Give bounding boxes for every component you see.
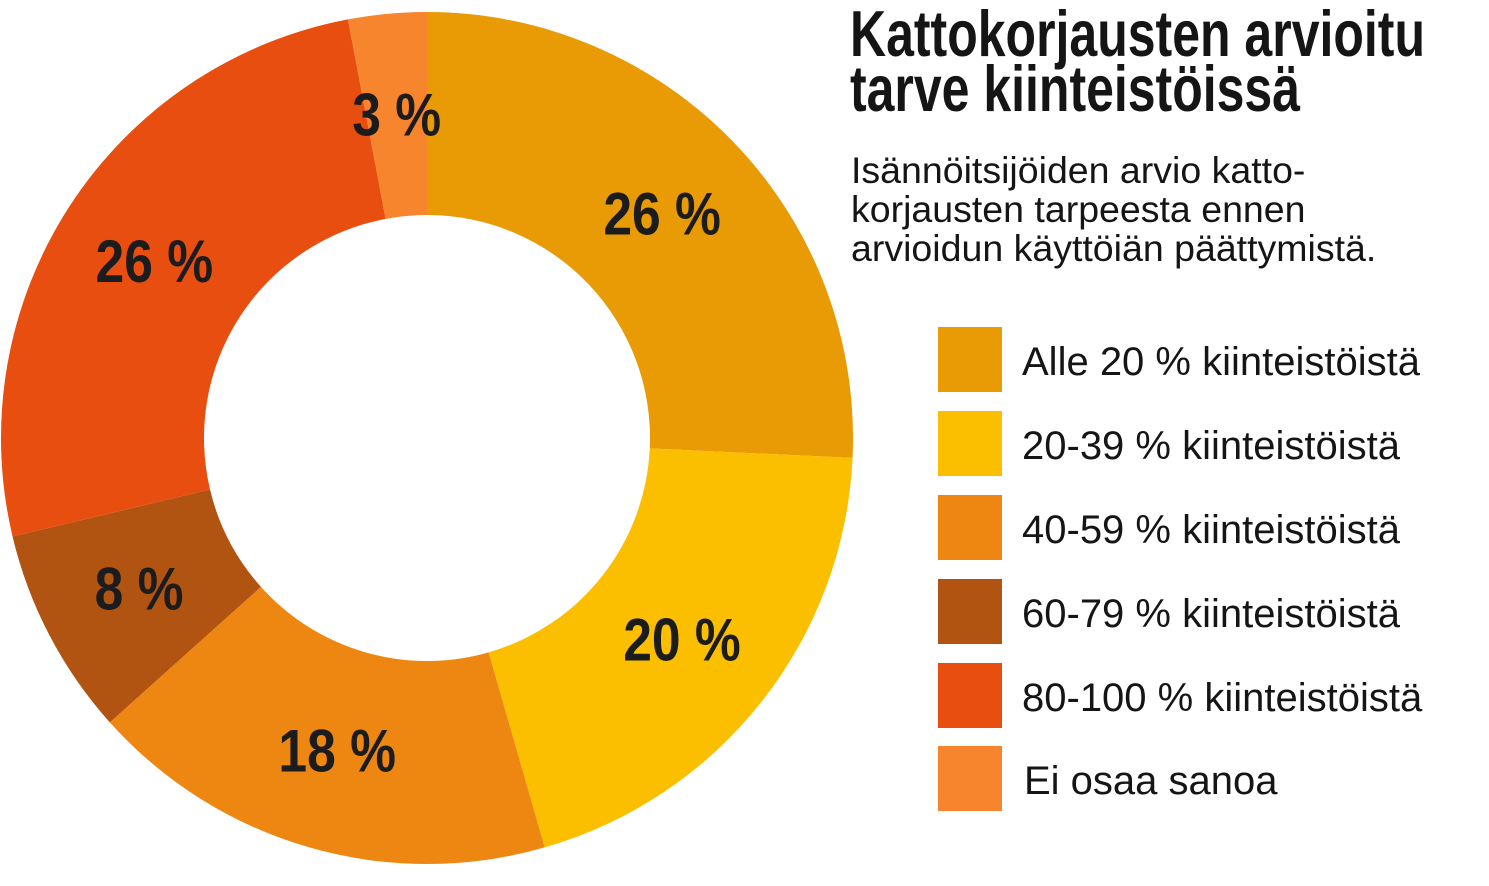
legend-item-80-100: 80-100 % kiinteistöistä xyxy=(938,663,1423,728)
slice-40-59 xyxy=(109,586,545,865)
legend-swatch-20-39 xyxy=(938,411,1002,476)
legend-item-40-59: 40-59 % kiinteistöistä xyxy=(938,495,1401,560)
slice-20-39 xyxy=(488,448,853,848)
legend-label-ei-osaa-sanoa: Ei osaa sanoa xyxy=(1024,759,1278,803)
chart-subtitle-line-2: korjausten tarpeesta ennen xyxy=(851,188,1306,230)
data-label-40-59: 18 % xyxy=(278,717,396,785)
slice-80-100 xyxy=(1,19,386,537)
slice-60-79 xyxy=(12,489,261,723)
legend-label-60-79: 60-79 % kiinteistöistä xyxy=(1022,592,1401,636)
legend-swatch-80-100 xyxy=(938,663,1002,728)
legend-item-20-39: 20-39 % kiinteistöistä xyxy=(938,411,1401,476)
legend-label-20-39: 20-39 % kiinteistöistä xyxy=(1022,424,1401,468)
legend-swatch-alle-20 xyxy=(938,327,1002,392)
chart-title-line-1: Kattokorjausten arvioitu xyxy=(850,0,1425,70)
data-label-ei-osaa-sanoa: 3 % xyxy=(352,81,441,149)
donut-chart xyxy=(1,12,854,865)
legend-label-80-100: 80-100 % kiinteistöistä xyxy=(1022,676,1423,720)
chart-title: Kattokorjausten arvioitu tarve kiinteist… xyxy=(850,0,1425,125)
data-label-80-100: 26 % xyxy=(96,227,214,295)
chart-subtitle: Isännöitsijöiden arvio katto- korjausten… xyxy=(851,149,1376,269)
chart-title-line-2: tarve kiinteistöissä xyxy=(850,52,1301,125)
legend-swatch-ei-osaa-sanoa xyxy=(938,746,1002,811)
data-label-alle-20: 26 % xyxy=(603,180,721,248)
chart-subtitle-line-3: arvioidun käyttöiän päättymistä. xyxy=(851,227,1376,269)
data-label-60-79: 8 % xyxy=(95,555,184,623)
slice-alle-20 xyxy=(427,12,854,458)
chart-subtitle-line-1: Isännöitsijöiden arvio katto- xyxy=(851,149,1305,191)
legend: Alle 20 % kiinteistöistä 20-39 % kiintei… xyxy=(938,327,1423,811)
legend-item-alle-20: Alle 20 % kiinteistöistä xyxy=(938,327,1421,392)
legend-label-alle-20: Alle 20 % kiinteistöistä xyxy=(1022,340,1421,384)
legend-swatch-40-59 xyxy=(938,495,1002,560)
legend-item-ei-osaa-sanoa: Ei osaa sanoa xyxy=(938,746,1278,811)
legend-label-40-59: 40-59 % kiinteistöistä xyxy=(1022,508,1401,552)
legend-swatch-60-79 xyxy=(938,579,1002,644)
data-labels: 26 % 20 % 18 % 8 % 26 % 3 % xyxy=(95,81,741,784)
slice-ei-osaa-sanoa xyxy=(347,12,427,219)
legend-item-60-79: 60-79 % kiinteistöistä xyxy=(938,579,1401,644)
data-label-20-39: 20 % xyxy=(623,606,741,674)
